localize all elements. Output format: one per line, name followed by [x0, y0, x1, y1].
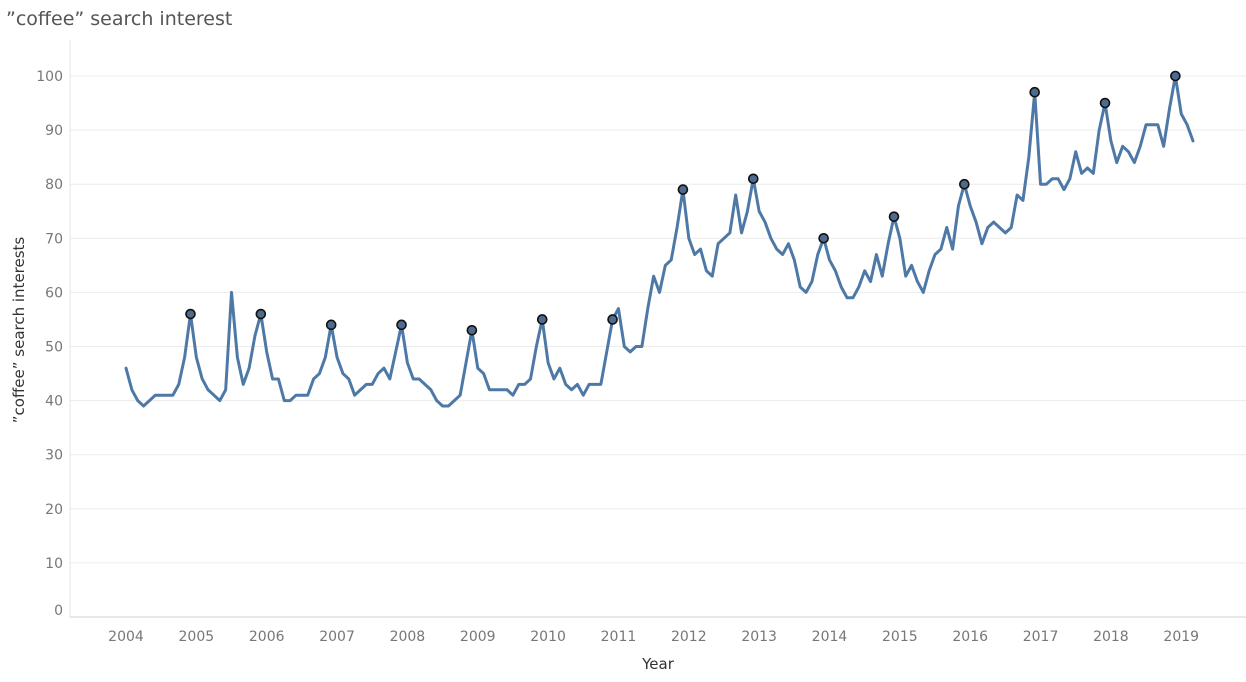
y-tick-label: 50 [45, 340, 63, 356]
y-tick-label: 70 [45, 231, 63, 247]
chart-title: ”coffee” search interest [6, 8, 233, 30]
y-tick-label: 30 [45, 448, 63, 464]
x-tick-label: 2016 [952, 629, 988, 645]
series-line-coffee [124, 74, 1195, 408]
x-tick-label: 2008 [390, 629, 426, 645]
y-tick-label: 60 [45, 285, 63, 301]
peak-marker[interactable] [959, 178, 970, 190]
gridlines [70, 75, 1246, 564]
peak-marker[interactable] [1029, 86, 1040, 98]
y-axis-title: ”coffee” search interests [10, 237, 28, 424]
x-tick-label: 2011 [601, 629, 637, 645]
peak-marker[interactable] [466, 324, 478, 336]
peak-marker[interactable] [396, 319, 407, 331]
peak-marker[interactable] [1099, 97, 1111, 109]
x-tick-label: 2006 [249, 629, 285, 645]
x-tick-label: 2009 [460, 629, 496, 645]
y-tick-label: 0 [54, 603, 63, 619]
peak-marker[interactable] [818, 233, 829, 244]
x-tick-label: 2005 [179, 629, 215, 645]
x-tick-label: 2014 [812, 629, 848, 645]
y-tick-label: 40 [45, 394, 63, 410]
peak-marker[interactable] [888, 211, 900, 222]
peak-marker[interactable] [185, 308, 196, 320]
x-tick-label: 2007 [319, 629, 355, 645]
peak-marker[interactable] [536, 314, 548, 325]
y-tick-label: 20 [45, 502, 63, 518]
y-tick-label: 10 [45, 556, 63, 572]
y-tick-label: 90 [45, 123, 63, 139]
x-tick-label: 2019 [1163, 629, 1199, 645]
x-axis-title: Year [641, 655, 675, 673]
x-tick-label: 2015 [882, 629, 918, 645]
axes: 0 10 20 30 40 50 60 70 80 90 100 2004 2005 2006 2007 20… [36, 40, 1246, 645]
x-tick-label: 2010 [530, 629, 566, 645]
peak-markers [185, 70, 1181, 336]
series-layer [124, 74, 1195, 408]
peak-marker[interactable] [1170, 70, 1181, 82]
peak-marker[interactable] [747, 173, 759, 185]
x-tick-label: 2018 [1093, 629, 1129, 645]
peak-marker[interactable] [255, 308, 267, 320]
peak-marker[interactable] [607, 314, 618, 325]
y-tick-label: 80 [45, 177, 63, 193]
peak-marker[interactable] [677, 184, 689, 195]
y-tick-label: 100 [36, 69, 63, 85]
x-tick-label: 2004 [108, 629, 144, 645]
peak-marker[interactable] [325, 319, 337, 331]
x-tick-label: 2012 [671, 629, 707, 645]
x-tick-label: 2017 [1023, 629, 1059, 645]
x-tick-label: 2013 [741, 629, 777, 645]
